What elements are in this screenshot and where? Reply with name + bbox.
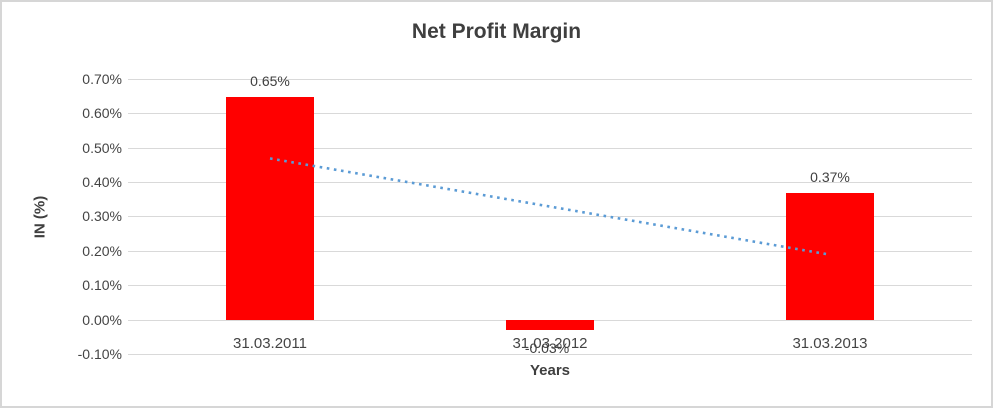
bar xyxy=(786,192,874,320)
bar xyxy=(506,320,594,331)
y-gridline xyxy=(128,78,972,80)
y-gridline xyxy=(128,285,972,287)
y-tick-label: -0.10% xyxy=(77,345,122,362)
x-axis-title: Years xyxy=(529,362,571,379)
y-gridline xyxy=(128,353,972,355)
data-label: -0.03% xyxy=(524,340,570,357)
y-tick-label: 0.60% xyxy=(82,105,122,122)
y-tick-label: 0.20% xyxy=(82,242,122,259)
y-tick-label: 0.00% xyxy=(82,311,122,328)
y-tick-label: 0.30% xyxy=(82,208,122,225)
y-tick-label: 0.50% xyxy=(82,139,122,156)
y-tick-label: 0.10% xyxy=(82,277,122,294)
x-tick-label: 31.03.2011 xyxy=(233,335,307,352)
x-tick-label: 31.03.2013 xyxy=(792,335,868,352)
y-gridline xyxy=(128,113,972,115)
bar xyxy=(226,96,314,320)
data-label: 0.65% xyxy=(250,72,290,89)
x-tick-label: 31.03.2012 xyxy=(512,335,588,352)
y-gridline xyxy=(128,147,972,149)
chart-title: Net Profit Margin xyxy=(411,20,582,43)
y-tick-label: 0.70% xyxy=(82,70,122,87)
data-label: 0.37% xyxy=(810,168,850,185)
y-tick-label: 0.40% xyxy=(82,174,122,190)
